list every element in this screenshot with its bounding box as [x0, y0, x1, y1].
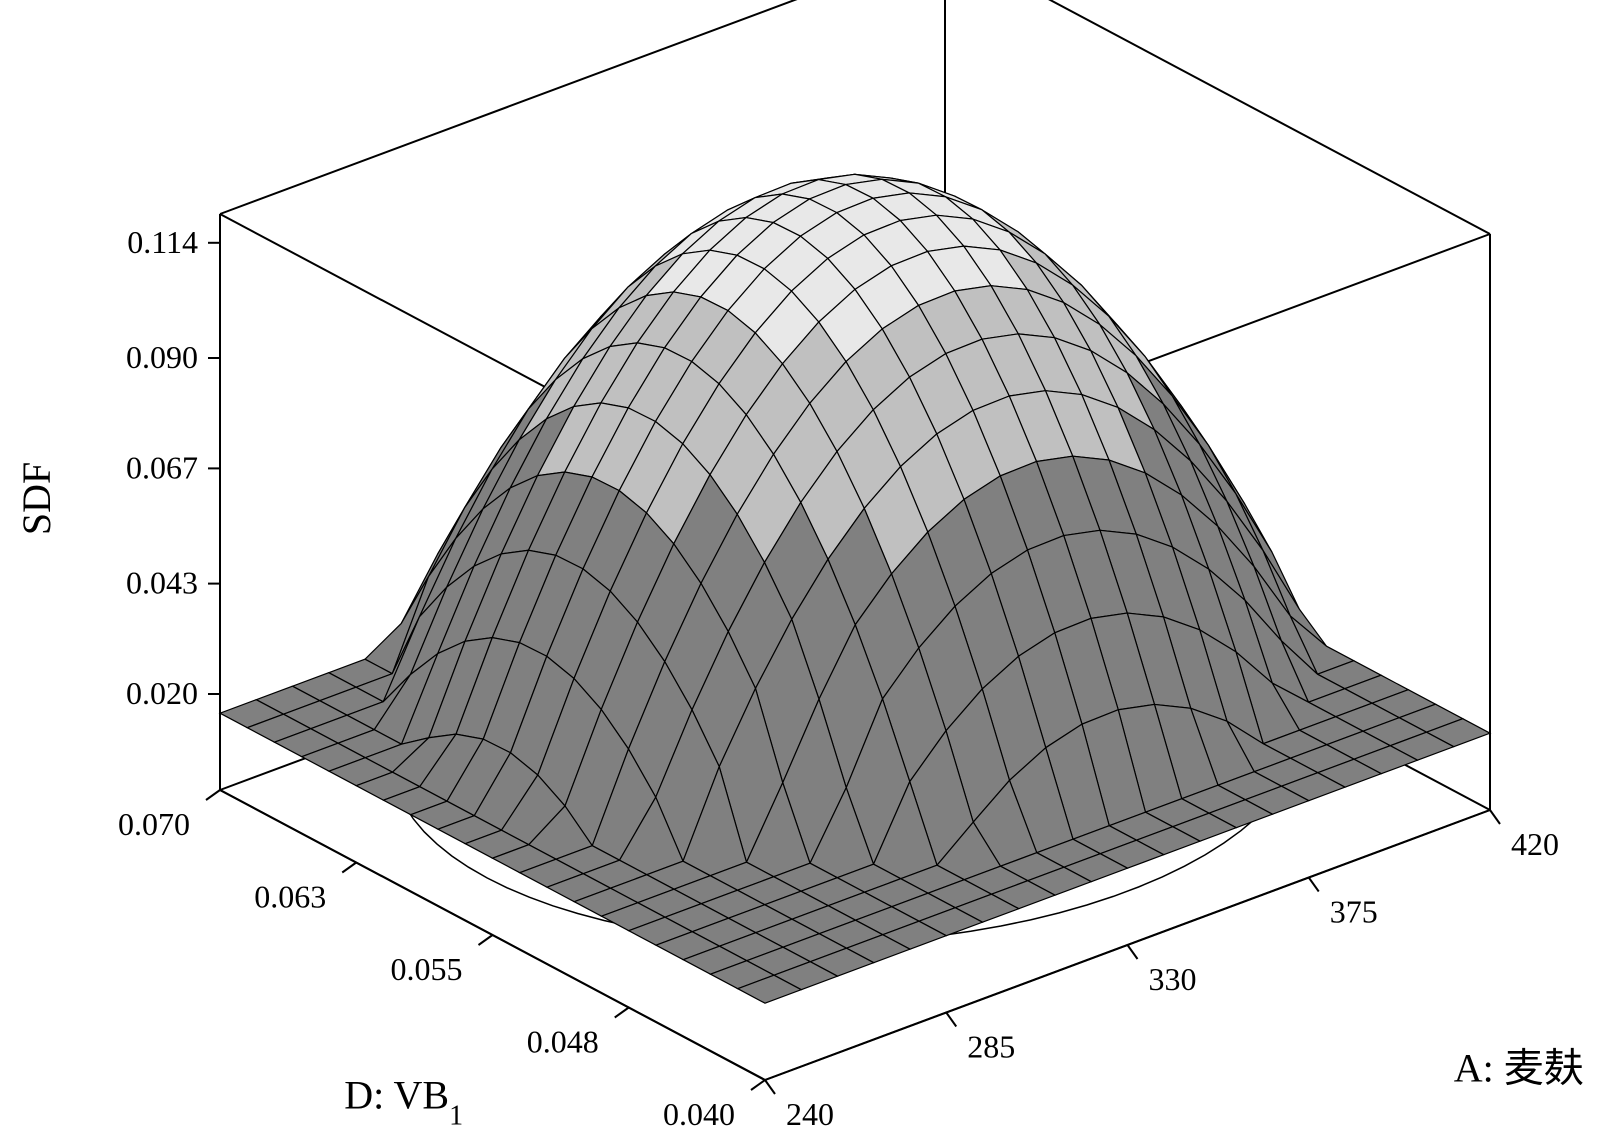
surface-plot-container: 0.114 0.090 0.067 0.043 0.020 SDF 240 285 330 375…: [0, 0, 1624, 1142]
y-tick-label: 0.048: [527, 1024, 599, 1060]
surface-mesh: [220, 174, 1490, 1003]
y-tick-label: 0.070: [118, 806, 190, 842]
z-tick-label: 0.067: [126, 449, 198, 485]
x-axis-title: A: 麦麸: [1454, 1046, 1584, 1091]
z-tick-label: 0.114: [127, 224, 198, 260]
surface-plot-svg: 0.114 0.090 0.067 0.043 0.020 SDF 240 285 330 375…: [0, 0, 1624, 1142]
x-tick-label: 285: [967, 1029, 1015, 1065]
y-tick-label: 0.040: [663, 1096, 735, 1132]
x-tick-label: 420: [1511, 826, 1559, 862]
y-tick-label: 0.055: [391, 951, 463, 987]
x-tick-label: 240: [786, 1096, 834, 1132]
z-tick-label: 0.090: [126, 339, 198, 375]
z-axis-title: SDF: [14, 462, 59, 535]
y-tick-label: 0.063: [254, 879, 326, 915]
x-tick-label: 330: [1149, 961, 1197, 997]
z-tick-label: 0.020: [126, 675, 198, 711]
x-tick-label: 375: [1330, 894, 1378, 930]
z-tick-label: 0.043: [126, 565, 198, 601]
z-axis: 0.114 0.090 0.067 0.043 0.020 SDF: [14, 224, 220, 711]
y-axis-title: D: VB1: [344, 1073, 463, 1132]
